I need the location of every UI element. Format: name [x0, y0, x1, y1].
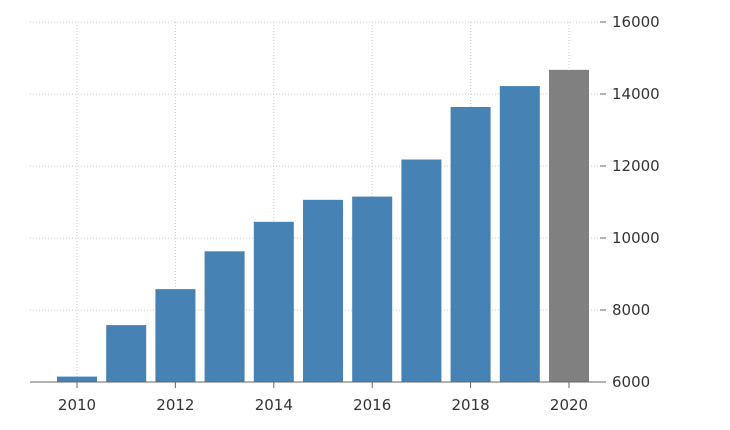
y-tick-label: 10000: [612, 229, 660, 247]
bar-2018: [450, 106, 491, 383]
bar-2015: [303, 199, 343, 382]
bar-2016: [352, 196, 393, 382]
x-tick-label: 2016: [353, 396, 391, 414]
bar-2010: [57, 376, 97, 382]
y-tick-label: 6000: [612, 373, 650, 391]
bar-2017: [401, 159, 442, 382]
tick-labels: 6000 8000 10000 12000 14000 16000 2010 2012 2014…: [58, 13, 660, 414]
bar-2011: [106, 325, 147, 382]
y-tick-label: 16000: [612, 13, 660, 31]
bar-2013: [204, 251, 245, 382]
x-tick-label: 2010: [58, 396, 96, 414]
bar-2012: [155, 289, 196, 382]
bar-2020: [549, 69, 589, 382]
y-tick-label: 8000: [612, 301, 650, 319]
y-tick-label: 14000: [612, 85, 660, 103]
axes: [30, 21, 606, 388]
bars: [57, 69, 589, 383]
x-tick-label: 2020: [550, 396, 588, 414]
x-tick-label: 2018: [452, 396, 490, 414]
bar-2014: [253, 221, 294, 382]
y-tick-label: 12000: [612, 157, 660, 175]
bar-2019: [499, 86, 540, 382]
x-tick-label: 2012: [156, 396, 194, 414]
x-tick-label: 2014: [255, 396, 293, 414]
